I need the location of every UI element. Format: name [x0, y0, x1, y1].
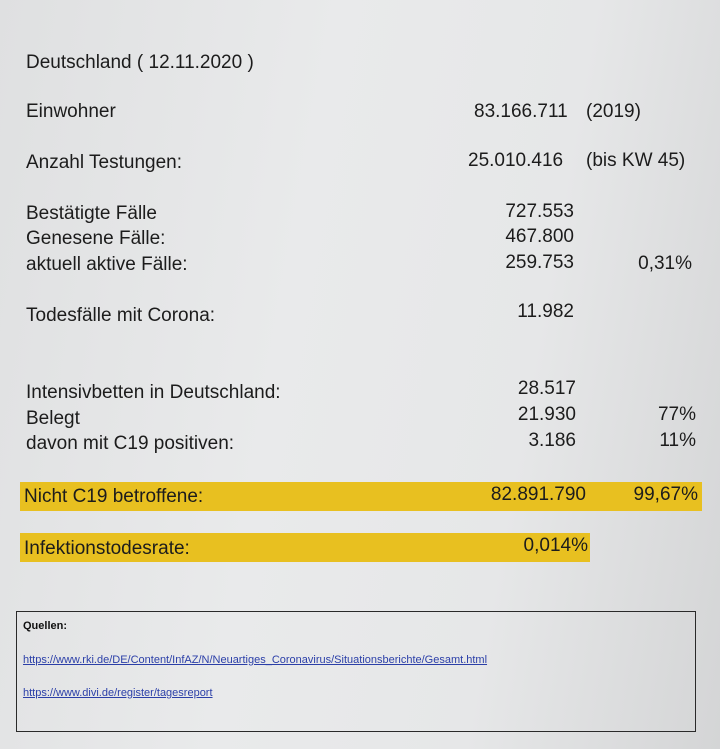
row-value-belegt: 21.930	[517, 404, 576, 425]
row-value-genesene: 467.800	[505, 226, 574, 247]
row-label-intensivbetten: Intensivbetten in Deutschland:	[26, 382, 281, 403]
row-extra-aktive: 0,31%	[638, 253, 692, 274]
row-label-infektionstodesrate: Infektionstodesrate:	[24, 538, 190, 559]
sources-title: Quellen:	[23, 620, 68, 632]
row-extra-testungen: (bis KW 45)	[586, 150, 686, 171]
row-value-einwohner: 83.166.711	[474, 101, 568, 122]
row-value-nicht-betroffene: 82.891.790	[490, 484, 586, 505]
row-value-c19-positiv: 3.186	[528, 430, 576, 451]
row-value-aktive: 259.753	[505, 252, 574, 273]
source-link-rki[interactable]: https://www.rki.de/DE/Content/InfAZ/N/Ne…	[23, 654, 488, 666]
highlight-nicht-betroffene	[20, 482, 702, 511]
row-value-intensivbetten: 28.517	[517, 378, 576, 399]
row-extra-c19-positiv: 11%	[659, 430, 696, 451]
row-label-nicht-betroffene: Nicht C19 betroffene:	[24, 486, 204, 507]
row-value-testungen: 25.010.416	[468, 150, 564, 171]
row-label-bestaetigte: Bestätigte Fälle	[26, 203, 157, 224]
highlight-infektionstodesrate	[20, 533, 590, 562]
row-label-belegt: Belegt	[26, 408, 80, 429]
row-label-genesene: Genesene Fälle:	[26, 228, 166, 249]
row-label-aktive: aktuell aktive Fälle:	[26, 254, 188, 275]
row-label-testungen: Anzahl Testungen:	[26, 152, 182, 173]
row-label-einwohner: Einwohner	[26, 101, 116, 122]
source-link-divi[interactable]: https://www.divi.de/register/tagesreport	[23, 687, 213, 699]
row-value-bestaetigte: 727.553	[505, 201, 574, 222]
sources-box: Quellen: https://www.rki.de/DE/Content/I…	[16, 611, 696, 732]
row-label-todesfaelle: Todesfälle mit Corona:	[26, 305, 216, 326]
document-title: Deutschland ( 12.11.2020 )	[26, 52, 254, 73]
row-extra-einwohner: (2019)	[586, 101, 641, 122]
row-label-c19-positiv: davon mit C19 positiven:	[26, 433, 235, 454]
row-extra-nicht-betroffene: 99,67%	[633, 484, 698, 505]
row-value-infektionstodesrate: 0,014%	[523, 535, 588, 556]
row-value-todesfaelle: 11.982	[517, 301, 574, 322]
row-extra-belegt: 77%	[657, 404, 696, 425]
